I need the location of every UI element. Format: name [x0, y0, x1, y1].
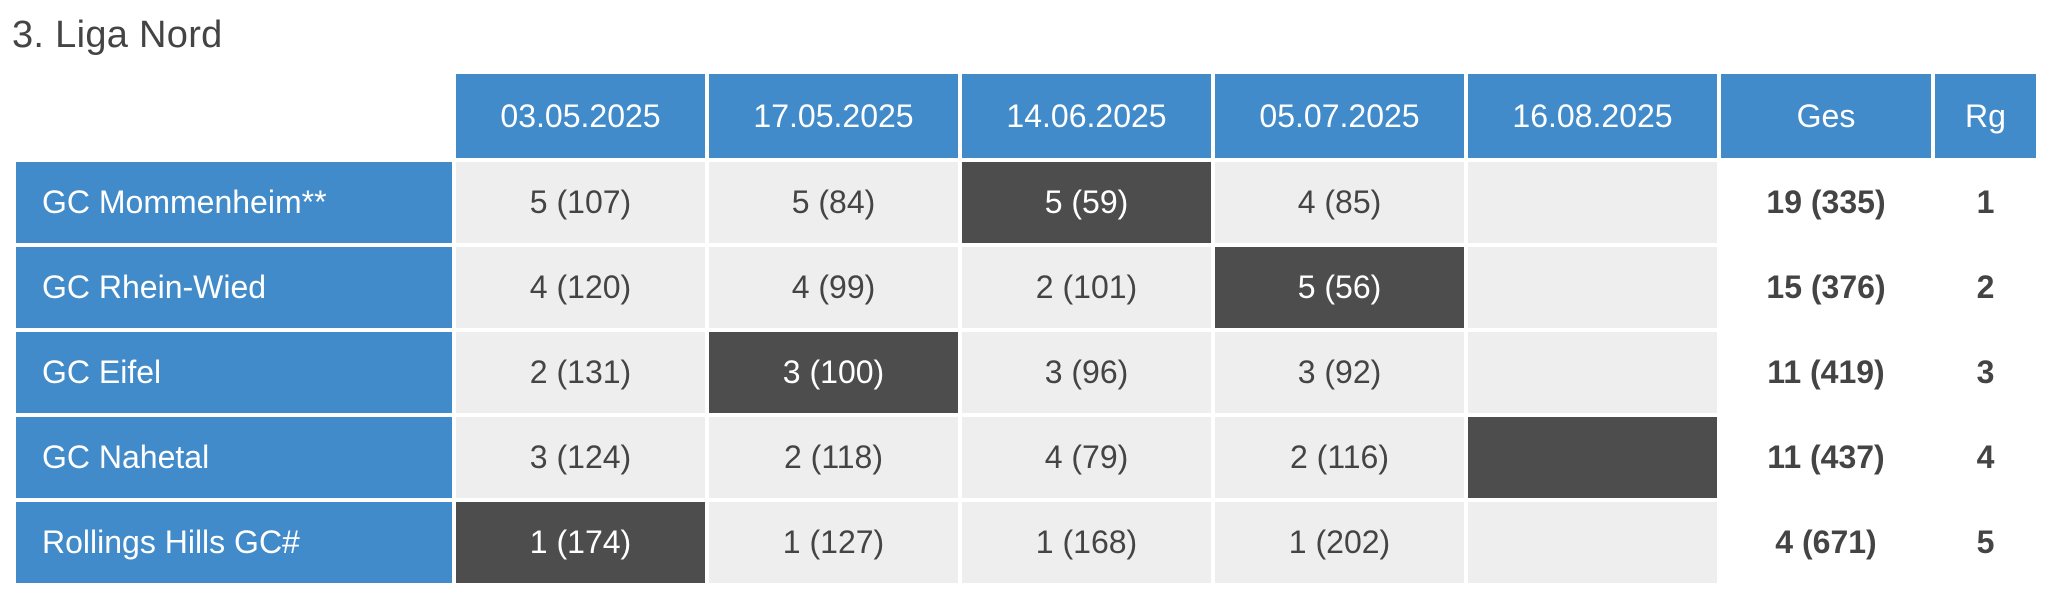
rank-value: 1 [1935, 162, 2036, 243]
column-header-date: 14.06.2025 [962, 74, 1211, 158]
column-header-date: 17.05.2025 [709, 74, 958, 158]
score-cell: 4 (99) [709, 247, 958, 328]
score-cell [1468, 247, 1717, 328]
score-cell: 1 (202) [1215, 502, 1464, 583]
score-cell: 1 (174) [456, 502, 705, 583]
team-name: GC Eifel [16, 332, 452, 413]
column-header-date: 05.07.2025 [1215, 74, 1464, 158]
team-name: GC Rhein-Wied [16, 247, 452, 328]
team-name: GC Nahetal [16, 417, 452, 498]
column-header-date: 16.08.2025 [1468, 74, 1717, 158]
score-cell: 2 (118) [709, 417, 958, 498]
standings-table: 03.05.2025 17.05.2025 14.06.2025 05.07.2… [16, 74, 2036, 583]
table-corner [16, 74, 452, 158]
total-score: 11 (437) [1721, 417, 1931, 498]
team-name: GC Mommenheim** [16, 162, 452, 243]
score-cell: 5 (107) [456, 162, 705, 243]
score-cell: 2 (131) [456, 332, 705, 413]
score-cell [1468, 332, 1717, 413]
rank-value: 2 [1935, 247, 2036, 328]
score-cell: 2 (116) [1215, 417, 1464, 498]
rank-value: 4 [1935, 417, 2036, 498]
rank-value: 3 [1935, 332, 2036, 413]
column-header-rank: Rg [1935, 74, 2036, 158]
page-title: 3. Liga Nord [12, 14, 223, 56]
score-cell [1468, 162, 1717, 243]
total-score: 4 (671) [1721, 502, 1931, 583]
column-header-date: 03.05.2025 [456, 74, 705, 158]
score-cell: 2 (101) [962, 247, 1211, 328]
rank-value: 5 [1935, 502, 2036, 583]
total-score: 19 (335) [1721, 162, 1931, 243]
score-cell: 4 (79) [962, 417, 1211, 498]
score-cell [1468, 502, 1717, 583]
score-cell: 3 (96) [962, 332, 1211, 413]
score-cell: 4 (85) [1215, 162, 1464, 243]
score-cell: 5 (56) [1215, 247, 1464, 328]
score-cell: 5 (59) [962, 162, 1211, 243]
team-name: Rollings Hills GC# [16, 502, 452, 583]
score-cell: 3 (124) [456, 417, 705, 498]
score-cell: 4 (120) [456, 247, 705, 328]
score-cell: 5 (84) [709, 162, 958, 243]
score-cell: 1 (127) [709, 502, 958, 583]
score-cell: 3 (100) [709, 332, 958, 413]
total-score: 15 (376) [1721, 247, 1931, 328]
total-score: 11 (419) [1721, 332, 1931, 413]
score-cell [1468, 417, 1717, 498]
score-cell: 1 (168) [962, 502, 1211, 583]
column-header-total: Ges [1721, 74, 1931, 158]
score-cell: 3 (92) [1215, 332, 1464, 413]
